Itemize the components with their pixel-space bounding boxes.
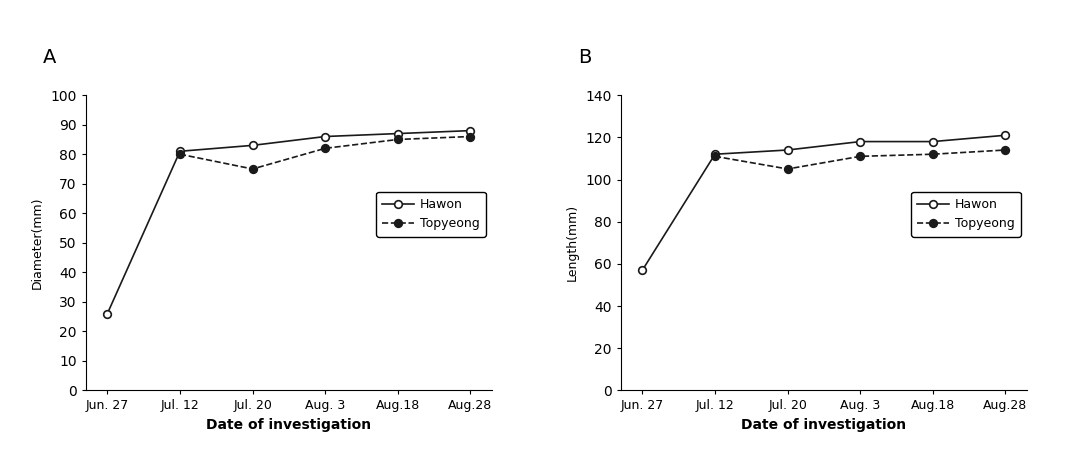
Hawon [246,142,259,148]
Text: A: A [43,48,57,67]
Topyeong [999,147,1012,153]
Legend: Hawon, Topyeong: Hawon, Topyeong [377,192,486,237]
Topyeong [319,146,332,151]
Hawon [927,139,939,144]
Topyeong [927,151,939,157]
Hawon [999,132,1012,138]
Hawon [636,268,648,273]
Hawon [101,311,113,317]
Hawon [854,139,867,144]
Line: Hawon: Hawon [639,131,1009,274]
Topyeong [781,166,794,172]
Topyeong [392,137,404,142]
Text: B: B [578,48,591,67]
Legend: Hawon, Topyeong: Hawon, Topyeong [912,192,1021,237]
Y-axis label: Length(mm): Length(mm) [565,204,578,281]
Y-axis label: Diameter(mm): Diameter(mm) [30,197,43,289]
Line: Topyeong: Topyeong [177,133,474,173]
Hawon [464,128,477,133]
Topyeong [246,166,259,172]
Hawon [392,131,404,137]
Line: Topyeong: Topyeong [712,146,1009,173]
Topyeong [708,153,721,159]
Topyeong [464,134,477,139]
Line: Hawon: Hawon [104,127,474,317]
Hawon [173,149,186,154]
X-axis label: Date of investigation: Date of investigation [742,418,906,432]
Hawon [319,134,332,139]
Hawon [708,151,721,157]
Hawon [781,147,794,153]
Topyeong [173,151,186,157]
Topyeong [854,153,867,159]
X-axis label: Date of investigation: Date of investigation [207,418,371,432]
